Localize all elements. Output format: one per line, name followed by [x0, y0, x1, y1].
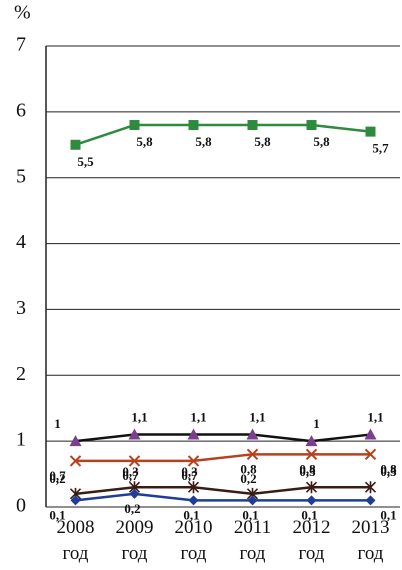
data-label: 0,8 [299, 461, 316, 476]
data-label: 1 [313, 416, 320, 431]
y-tick-label: 3 [16, 297, 26, 319]
y-tick-label: 5 [16, 165, 26, 187]
data-label: 0,3 [122, 464, 139, 479]
data-label: 0,3 [380, 464, 397, 479]
data-label: 0,8 [380, 461, 397, 476]
marker [305, 481, 318, 494]
series-line [75, 485, 371, 496]
data-label: 5,8 [254, 134, 271, 149]
data-label: 5,5 [77, 154, 94, 169]
data-label: 0,1 [242, 507, 258, 522]
x-tick-label: 2008 год [56, 517, 95, 564]
data-label: 1 [54, 416, 61, 431]
marker [70, 495, 81, 506]
marker [305, 435, 318, 447]
marker [364, 448, 377, 461]
data-label: 0,3 [299, 464, 316, 479]
marker [247, 120, 258, 131]
data-label: 0,8 [240, 461, 257, 476]
marker [306, 120, 317, 131]
data-label: 0,2 [240, 471, 256, 486]
marker [129, 120, 140, 131]
series-line [75, 433, 371, 443]
marker [70, 139, 81, 150]
marker [306, 495, 317, 506]
x-tick-label: 2013 год [351, 517, 390, 564]
y-tick-label: 6 [16, 99, 26, 121]
data-label: 5,8 [136, 134, 153, 149]
marker [188, 120, 199, 131]
marker [187, 481, 200, 494]
data-label: 0,7 [122, 468, 139, 483]
data-label: 1,1 [131, 410, 147, 425]
marker [247, 495, 258, 506]
marker [69, 435, 82, 447]
series-line [75, 123, 371, 146]
marker [364, 428, 377, 440]
y-tick-label: 2 [16, 363, 26, 385]
marker [188, 495, 199, 506]
series-line [75, 492, 371, 502]
data-label: 0,7 [181, 468, 198, 483]
marker [365, 495, 376, 506]
data-label: 5,8 [195, 134, 212, 149]
marker [305, 448, 318, 461]
data-label: 5,8 [313, 134, 330, 149]
marker [128, 428, 141, 440]
x-tick-label: 2011 год [233, 517, 272, 564]
marker [129, 488, 140, 499]
y-tick-label: 0 [16, 495, 26, 517]
data-label: 0,1 [380, 507, 396, 522]
x-tick-label: 2012 год [292, 517, 331, 564]
marker [128, 455, 141, 467]
data-label: 5,7 [372, 141, 389, 156]
y-tick-label: 4 [16, 231, 26, 253]
y-unit: % [14, 2, 31, 24]
data-label: 0,2 [49, 471, 65, 486]
y-tick-label: 7 [16, 34, 26, 56]
data-label: 0,3 [181, 464, 198, 479]
x-tick-label: 2010 год [174, 517, 213, 564]
data-label: 1,1 [249, 410, 265, 425]
data-label: 1,1 [367, 410, 383, 425]
y-tick-label: 1 [16, 429, 26, 451]
data-label: 1,1 [190, 410, 206, 425]
x-tick-label: 2009 год [115, 517, 154, 564]
data-label: 0,7 [49, 468, 66, 483]
marker [246, 448, 259, 461]
marker [365, 126, 376, 137]
data-label: 0,1 [49, 507, 65, 522]
data-label: 0,1 [183, 507, 199, 522]
data-label: 0,2 [124, 501, 140, 516]
marker [187, 428, 200, 440]
series-line [75, 453, 371, 463]
data-label: 0,1 [301, 507, 317, 522]
marker [246, 428, 259, 440]
marker [364, 481, 377, 494]
marker [187, 455, 200, 467]
marker [69, 455, 82, 467]
